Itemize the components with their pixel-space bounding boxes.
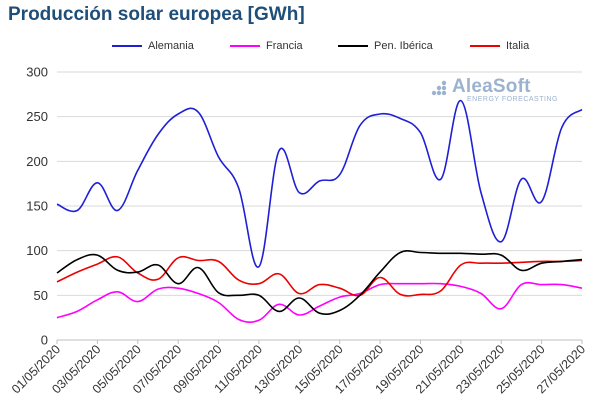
legend-item-alemania: Alemania	[112, 40, 194, 52]
y-tick-label: 200	[26, 154, 48, 169]
aleasoft-logo: AleaSoft ENERGY FORECASTING	[430, 76, 558, 103]
y-tick-label: 250	[26, 109, 48, 124]
y-tick-label: 100	[26, 243, 48, 258]
series-line-pen-iberica	[56, 250, 583, 316]
legend-label-italia: Italia	[506, 40, 530, 52]
logo-tagline: ENERGY FORECASTING	[467, 96, 558, 103]
x-axis-ticks: 01/05/202003/05/202005/05/202007/05/2020…	[9, 340, 588, 396]
legend-swatch-alemania	[112, 45, 142, 47]
logo-wordmark: AleaSoft	[452, 76, 531, 97]
legend-swatch-pen-iberica	[338, 45, 368, 47]
legend-swatch-francia	[230, 45, 260, 47]
legend-swatch-italia	[470, 45, 500, 47]
series-line-alemania	[56, 99, 583, 268]
series-lines	[56, 99, 583, 323]
legend-label-francia: Francia	[266, 40, 303, 52]
y-tick-label: 0	[41, 333, 48, 348]
legend-label-alemania: Alemania	[148, 40, 194, 52]
y-axis-ticks: 0 50 100 150 200 250 300	[26, 65, 48, 348]
legend-item-italia: Italia	[470, 40, 529, 52]
chart-title: Producción solar europea [GWh]	[8, 4, 305, 25]
series-line-francia	[56, 281, 583, 323]
legend-item-pen-iberica: Pen. Ibérica	[338, 40, 433, 52]
legend-label-pen-iberica: Pen. Ibérica	[374, 40, 433, 52]
grid-lines	[57, 71, 582, 341]
y-tick-label: 150	[26, 199, 48, 214]
chart-legend: Alemania Francia Pen. Ibérica Italia	[0, 40, 600, 60]
series-line-italia	[56, 255, 583, 297]
y-tick-label: 50	[34, 288, 48, 303]
logo-dots-icon	[431, 80, 447, 96]
legend-item-francia: Francia	[230, 40, 303, 52]
y-tick-label: 300	[26, 65, 48, 80]
